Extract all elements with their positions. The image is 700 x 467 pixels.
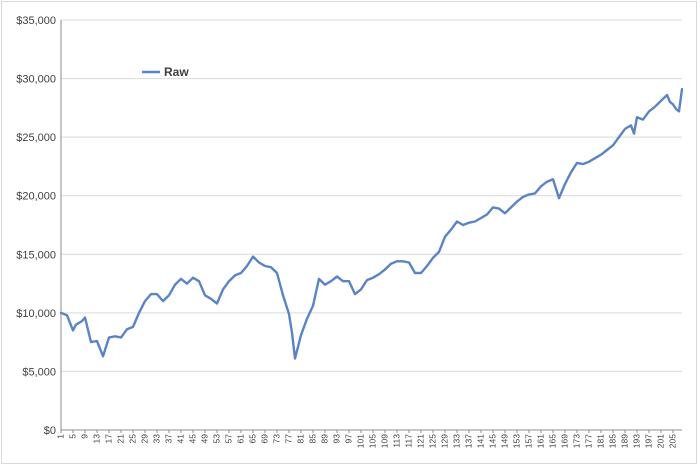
x-tick-label: 61: [235, 434, 245, 444]
x-tick-label: 41: [175, 434, 185, 444]
x-tick-label: 161: [535, 434, 545, 448]
x-tick-label: 93: [331, 434, 341, 444]
x-tick-label: 177: [583, 434, 593, 448]
y-tick-label: $20,000: [16, 191, 56, 203]
y-tick-label: $25,000: [16, 132, 56, 144]
x-tick-label: 49: [199, 434, 209, 444]
x-tick-label: 5: [67, 434, 77, 439]
x-tick-label: 37: [163, 434, 173, 444]
x-tick-label: 129: [439, 434, 449, 448]
x-tick-label: 9: [79, 434, 89, 439]
y-tick-label: $15,000: [16, 249, 56, 261]
x-tick-label: 185: [607, 434, 617, 448]
x-tick-label: 157: [523, 434, 533, 448]
x-tick-label: 189: [619, 434, 629, 448]
x-tick-label: 25: [127, 434, 137, 444]
x-tick-label: 65: [247, 434, 257, 444]
legend-label-raw: Raw: [164, 65, 189, 79]
series-line-raw: [59, 87, 684, 360]
x-tick-label: 201: [655, 434, 665, 448]
x-tick-label: 105: [367, 434, 377, 448]
x-tick-label: 197: [643, 434, 653, 448]
x-tick-label: 173: [571, 434, 581, 448]
x-tick-label: 165: [547, 434, 557, 448]
x-tick-label: 21: [115, 434, 125, 444]
x-tick-label: 97: [343, 434, 353, 444]
y-tick-label: $5,000: [22, 366, 56, 378]
x-tick-label: 33: [151, 434, 161, 444]
x-tick-label: 145: [487, 434, 497, 448]
x-tick-label: 133: [451, 434, 461, 448]
x-tick-label: 193: [631, 434, 641, 448]
x-tick-label: 17: [103, 434, 113, 444]
x-tick-label: 125: [427, 434, 437, 448]
x-tick-label: 69: [259, 434, 269, 444]
x-tick-label: 205: [667, 434, 677, 448]
x-tick-label: 153: [511, 434, 521, 448]
x-tick-label: 77: [283, 434, 293, 444]
x-tick-label: 137: [463, 434, 473, 448]
x-tick-label: 101: [355, 434, 365, 448]
x-tick-label: 1: [55, 434, 65, 439]
x-tick-label: 13: [91, 434, 101, 444]
x-tick-label: 181: [595, 434, 605, 448]
legend: Raw: [142, 65, 189, 79]
x-tick-label: 73: [271, 434, 281, 444]
x-tick-label: 149: [499, 434, 509, 448]
x-tick-label: 109: [379, 434, 389, 448]
y-tick-label: $30,000: [16, 74, 56, 86]
x-tick-label: 85: [307, 434, 317, 444]
gridlines: [60, 19, 682, 431]
x-tick-label: 53: [211, 434, 221, 444]
x-tick-label: 29: [139, 434, 149, 444]
x-tick-label: 57: [223, 434, 233, 444]
x-tick-label: 113: [391, 434, 401, 448]
y-axis: $0 $5,000 $10,000 $15,000 $20,000 $25,000 $30,…: [16, 15, 56, 437]
x-tick-label: 169: [559, 434, 569, 448]
y-tick-label: $35,000: [16, 15, 56, 27]
y-tick-label: $0: [44, 425, 56, 437]
y-tick-label: $10,000: [16, 308, 56, 320]
x-axis: 1 5 9 13 17 21 25 29 33 37 41 45 49 53 57 61 65 69 73 77 81 8…: [55, 430, 677, 448]
x-tick-label: 89: [319, 434, 329, 444]
x-tick-label: 117: [403, 434, 413, 448]
x-tick-label: 45: [187, 434, 197, 444]
x-tick-label: 141: [475, 434, 485, 448]
x-tick-label: 121: [415, 434, 425, 448]
series-layer: [59, 87, 684, 360]
x-tick-label: 81: [295, 434, 305, 444]
